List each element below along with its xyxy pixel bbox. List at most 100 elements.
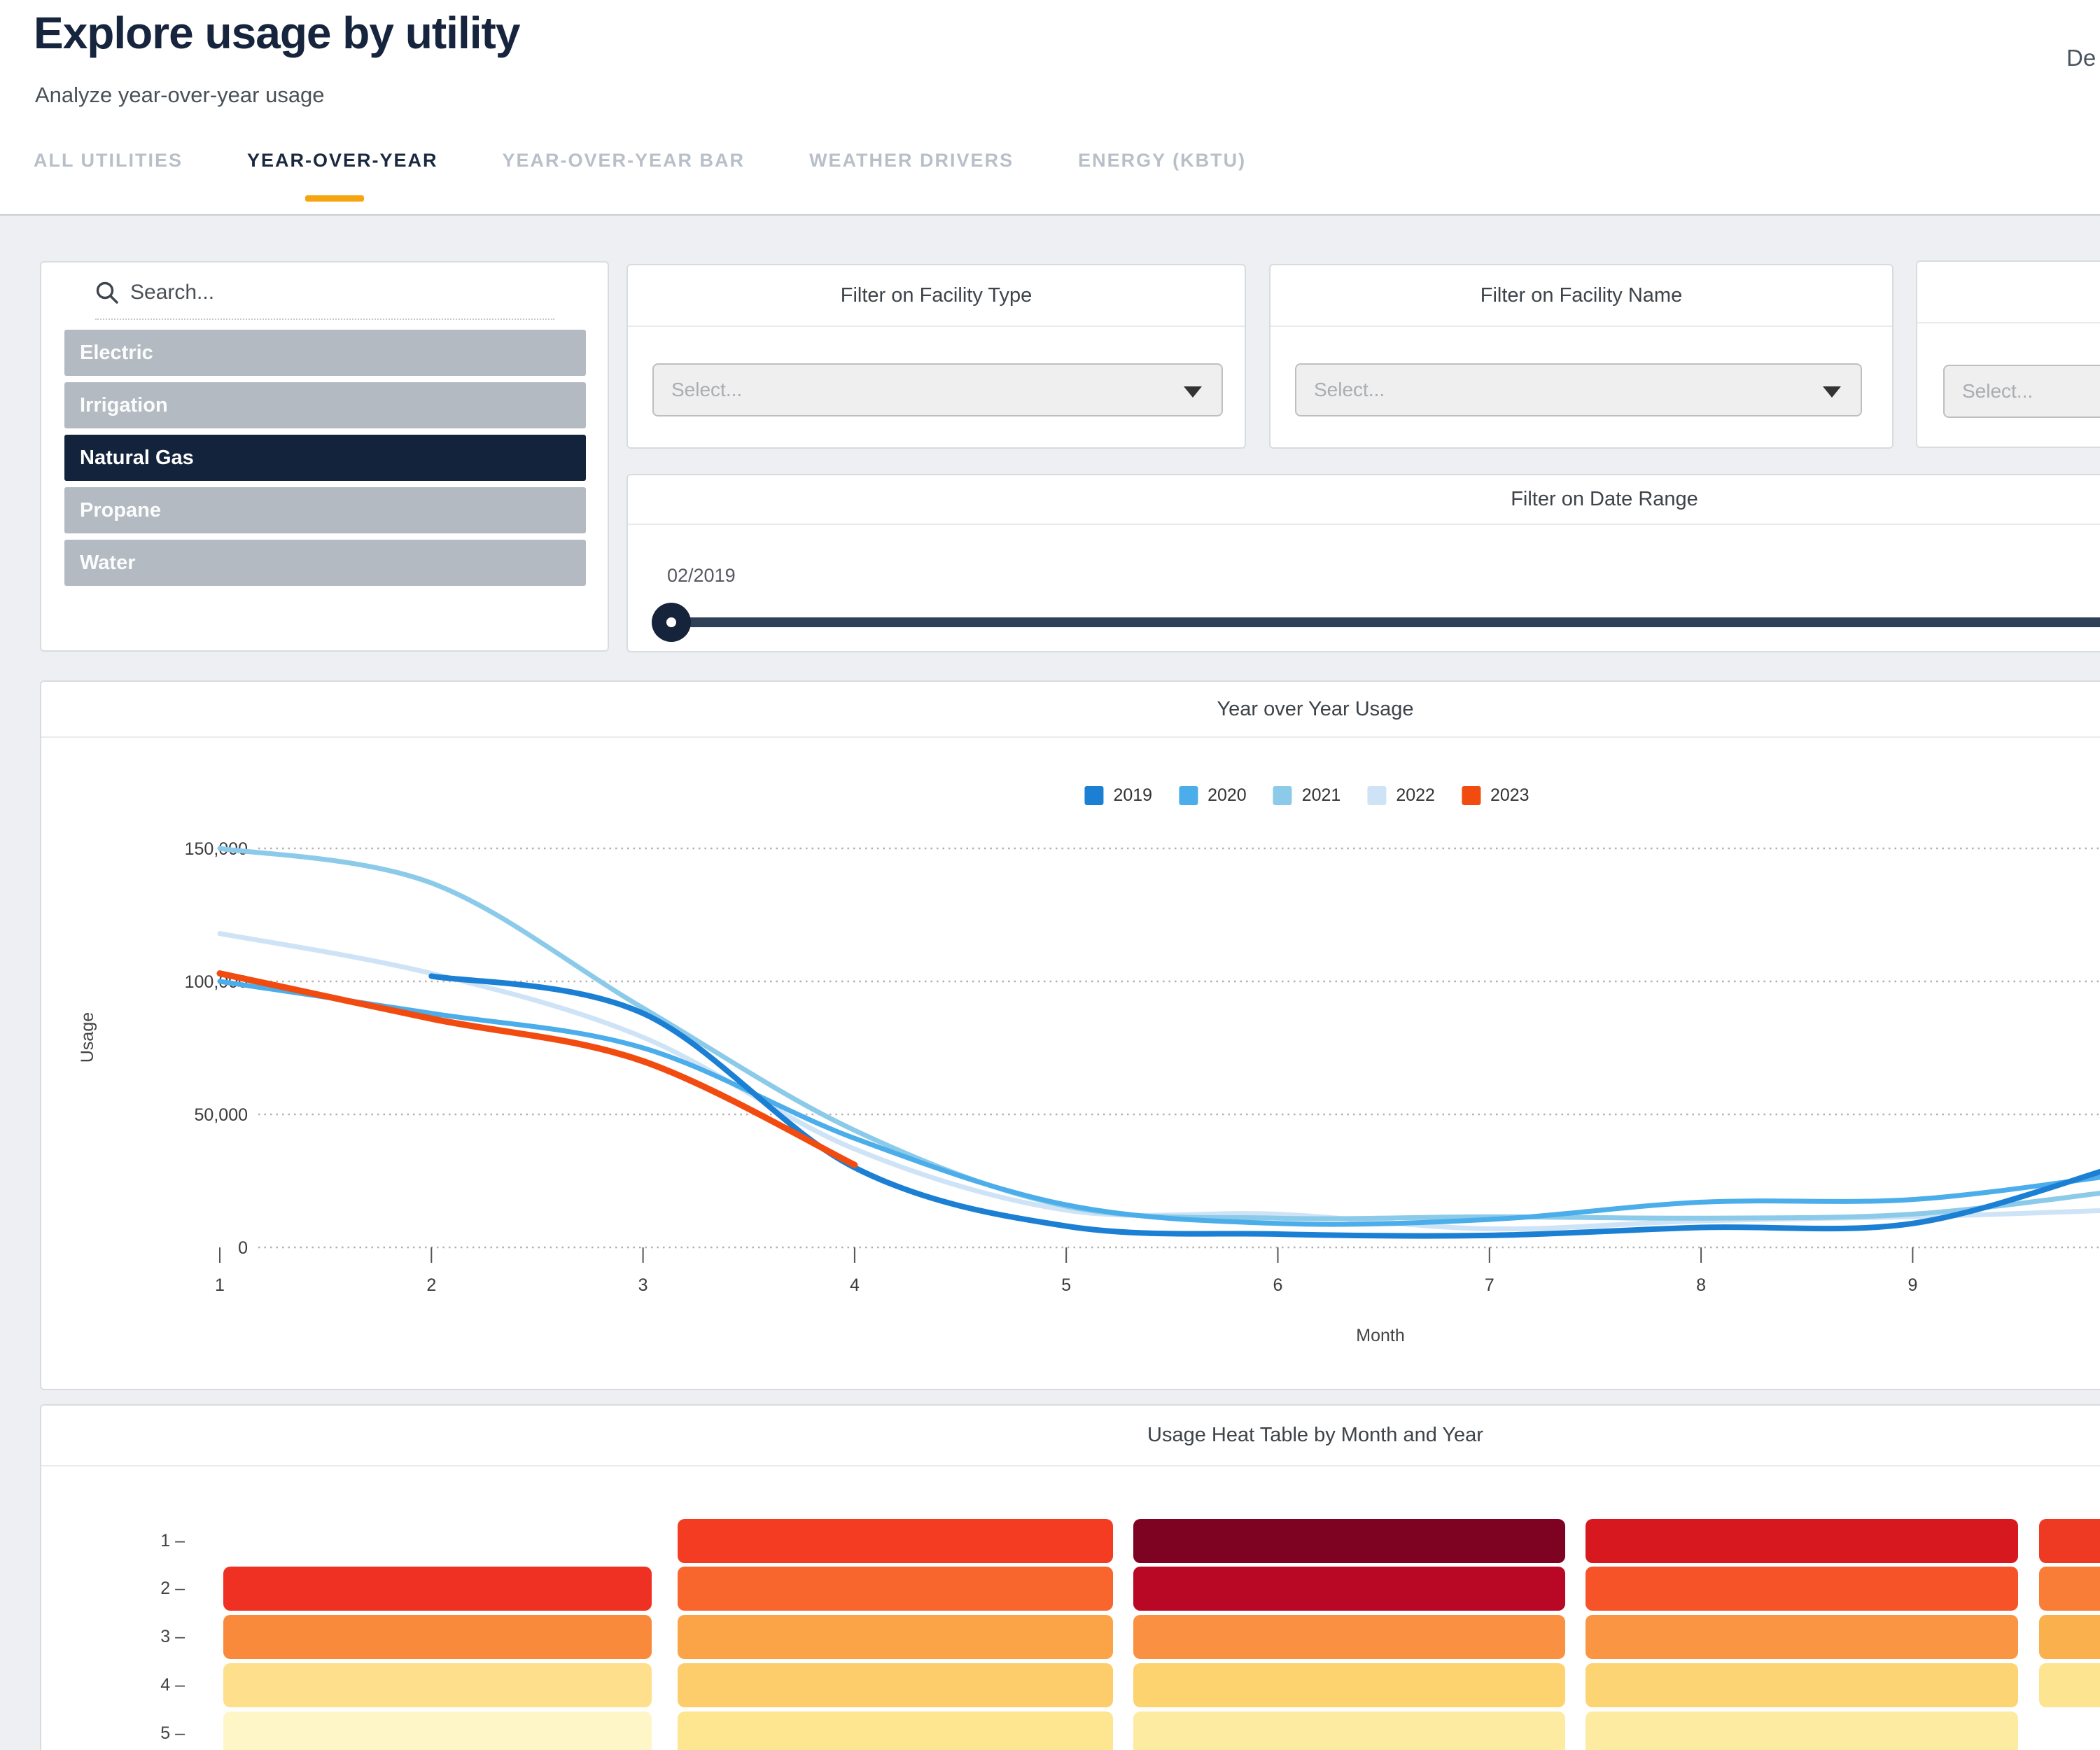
heat-cell-r1-c3[interactable] [1133,1519,1565,1563]
legend-swatch-2022[interactable] [1367,786,1387,805]
heat-cell-r2-c5[interactable] [2039,1567,2100,1611]
tab-year-over-year-bar[interactable]: YEAR-OVER-YEAR BAR [502,150,746,171]
date-range-slider-track[interactable] [670,617,2100,627]
page-subtitle: Analyze year-over-year usage [35,83,325,107]
heat-cell-r1-c2[interactable] [678,1519,1113,1563]
heat-cell-r2-c3[interactable] [1133,1567,1565,1611]
series-line-2020[interactable] [217,979,2100,1227]
heat-cell-r2-c1[interactable] [223,1567,652,1611]
legend-swatch-2021[interactable] [1273,786,1292,805]
divider [1917,322,2100,323]
legend-label-2019[interactable]: 2019 [1113,785,1153,805]
x-tick-label: 2 [426,1275,436,1295]
x-tick-label: 4 [850,1275,860,1295]
top-right-truncated-text: De [2066,45,2096,71]
heat-row-label-2: 2 – [160,1578,185,1598]
chevron-down-icon [1823,386,1841,398]
x-tick-label: 8 [1696,1275,1706,1295]
facility-type-title: Filter on Facility Type [840,284,1032,307]
date-range-slider-handle[interactable] [652,603,691,642]
tab-energy-kbtu[interactable]: ENERGY (KBTU) [1078,150,1247,171]
heat-cell-r1-c5[interactable] [2039,1519,2100,1563]
heat-row-label-3: 3 – [160,1627,185,1646]
third-filter-select[interactable]: Select... [1943,365,2100,418]
heat-cell-r3-c1[interactable] [223,1615,652,1659]
x-axis-label: Month [1356,1326,1404,1345]
heat-cell-r4-c5[interactable] [2039,1663,2100,1707]
legend-label-2021[interactable]: 2021 [1301,785,1341,805]
chart-title: Year over Year Usage [1217,698,1414,720]
facility-name-title: Filter on Facility Name [1480,284,1683,307]
x-tick-label: 5 [1061,1275,1071,1295]
legend-label-2020[interactable]: 2020 [1208,785,1247,805]
heat-cell-r3-c4[interactable] [1586,1615,2018,1659]
chart-legend: 2019 2020 2021 2022 2023 [1084,785,1546,806]
heat-cell-r2-c2[interactable] [678,1567,1113,1611]
page-title: Explore usage by utility [34,8,520,58]
utility-item-electric[interactable]: Electric [64,330,586,376]
utility-item-propane[interactable]: Propane [64,487,586,533]
heat-cell-r4-c3[interactable] [1133,1663,1565,1707]
utility-item-water[interactable]: Water [64,540,586,586]
x-tick-label: 6 [1273,1275,1283,1295]
heat-cell-r3-c5[interactable] [2039,1615,2100,1659]
heat-row-label-4: 4 – [160,1675,185,1695]
legend-label-2022[interactable]: 2022 [1396,785,1435,805]
utility-item-irrigation[interactable]: Irrigation [64,382,586,428]
x-tick-label: 9 [1907,1275,1917,1295]
heat-cell-r1-c4[interactable] [1586,1519,2018,1563]
divider [41,736,2100,738]
heat-cell-r4-c1[interactable] [223,1663,652,1707]
tab-bar: ALL UTILITIES YEAR-OVER-YEAR YEAR-OVER-Y… [34,150,1246,172]
heat-table-title: Usage Heat Table by Month and Year [1147,1424,1483,1446]
x-tick-label: 3 [638,1275,648,1295]
utility-item-natural-gas[interactable]: Natural Gas [64,435,586,481]
heat-row-label-1: 1 – [160,1531,185,1550]
date-range-panel: Filter on Date Range 02/2019 [626,474,2100,652]
legend-swatch-2023[interactable] [1461,786,1480,805]
tab-year-over-year[interactable]: YEAR-OVER-YEAR [247,150,438,171]
heat-cell-r5-c1[interactable] [223,1712,652,1750]
utility-search[interactable]: Search... [95,276,554,320]
series-line-2022[interactable] [217,931,2100,1232]
active-tab-underline [305,195,364,202]
series-line-2019[interactable] [428,973,2100,1239]
yoy-usage-chart-panel: Year over Year Usage 2019 2020 2021 2022 202… [40,680,2100,1390]
facility-name-select[interactable]: Select... [1295,363,1862,416]
search-icon [96,281,118,304]
heat-cell-r5-c4[interactable] [1586,1712,2018,1750]
facility-type-panel: Filter on Facility Type Select... [626,264,1246,449]
heat-cell-r2-c4[interactable] [1586,1567,2018,1611]
heat-cell-r4-c2[interactable] [678,1663,1113,1707]
divider [628,326,1245,327]
tab-all-utilities[interactable]: ALL UTILITIES [34,150,183,171]
heat-cell-r5-c3[interactable] [1133,1712,1565,1750]
facility-name-panel: Filter on Facility Name Select... [1269,264,1893,449]
heat-cell-r3-c2[interactable] [678,1615,1113,1659]
heat-cell-r5-c2[interactable] [678,1712,1113,1750]
legend-swatch-2020[interactable] [1179,786,1198,805]
heat-cell-r4-c4[interactable] [1586,1663,2018,1707]
y-tick-label: 50,000 [195,1105,248,1125]
chevron-down-icon [1184,386,1202,398]
legend-label-2023[interactable]: 2023 [1490,785,1530,805]
header: Explore usage by utility Analyze year-ov… [0,0,2100,216]
tab-weather-drivers[interactable]: WEATHER DRIVERS [809,150,1014,171]
divider [41,1465,2100,1466]
facility-type-select[interactable]: Select... [652,363,1223,416]
search-placeholder: Search... [130,281,215,304]
third-filter-panel: Select... [1916,260,2100,448]
heat-table-panel: Usage Heat Table by Month and Year 1 – 2 … [40,1404,2100,1750]
series-line-2023[interactable] [216,970,858,1168]
facility-name-select-placeholder: Select... [1314,379,1385,400]
legend-swatch-2019[interactable] [1084,786,1104,805]
heat-cell-r3-c3[interactable] [1133,1615,1565,1659]
divider [628,524,2100,525]
third-filter-select-placeholder: Select... [1962,380,2033,402]
y-tick-label: 0 [238,1238,248,1258]
heat-row-label-5: 5 – [160,1723,185,1743]
date-range-start-label: 02/2019 [667,565,736,586]
utility-filter-panel: Search... Electric Irrigation Natural Ga… [40,261,609,652]
